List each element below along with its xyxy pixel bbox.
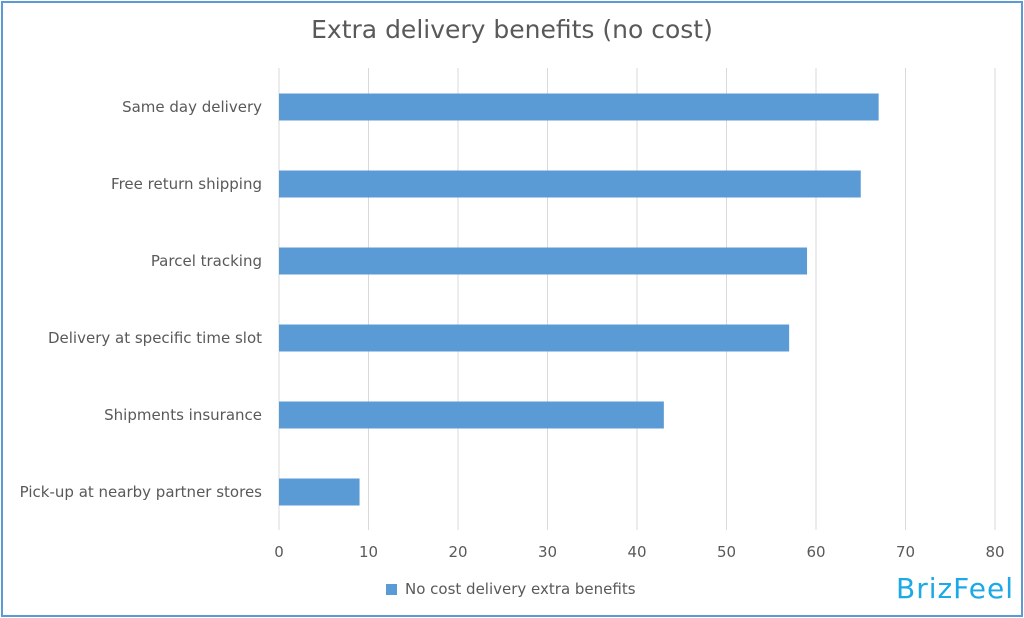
x-tick-label: 70: [896, 543, 915, 561]
x-tick-label: 10: [359, 543, 378, 561]
bar: [279, 324, 790, 352]
x-tick-label: 30: [538, 543, 557, 561]
x-tick-label: 50: [717, 543, 736, 561]
legend-swatch: [386, 583, 397, 595]
brand-logo: BrizFeel: [895, 572, 1014, 605]
x-tick-label: 40: [627, 543, 646, 561]
bars: [279, 93, 879, 506]
category-label: Same day delivery: [122, 98, 262, 116]
x-tick-label: 20: [448, 543, 467, 561]
legend-label: No cost delivery extra benefits: [405, 580, 636, 598]
category-label: Parcel tracking: [151, 252, 262, 270]
bar: [279, 247, 808, 275]
bar: [279, 93, 879, 121]
bar: [279, 478, 360, 506]
x-tick-label: 80: [985, 543, 1004, 561]
x-axis-ticks: 0 10 20 30 40 50 60 70 80: [274, 543, 1004, 561]
gridlines: [278, 68, 996, 530]
legend: No cost delivery extra benefits: [386, 580, 636, 598]
category-label: Shipments insurance: [104, 406, 262, 424]
x-tick-label: 60: [806, 543, 825, 561]
category-label: Delivery at specific time slot: [48, 329, 262, 347]
category-label: Free return shipping: [111, 175, 262, 193]
x-tick-label: 0: [274, 543, 284, 561]
bar: [279, 401, 664, 429]
bar: [279, 170, 861, 198]
category-labels: Same day delivery Free return shipping Par…: [20, 98, 262, 501]
category-label: Pick-up at nearby partner stores: [20, 483, 262, 501]
chart-title: Extra delivery benefits (no cost): [311, 15, 713, 44]
